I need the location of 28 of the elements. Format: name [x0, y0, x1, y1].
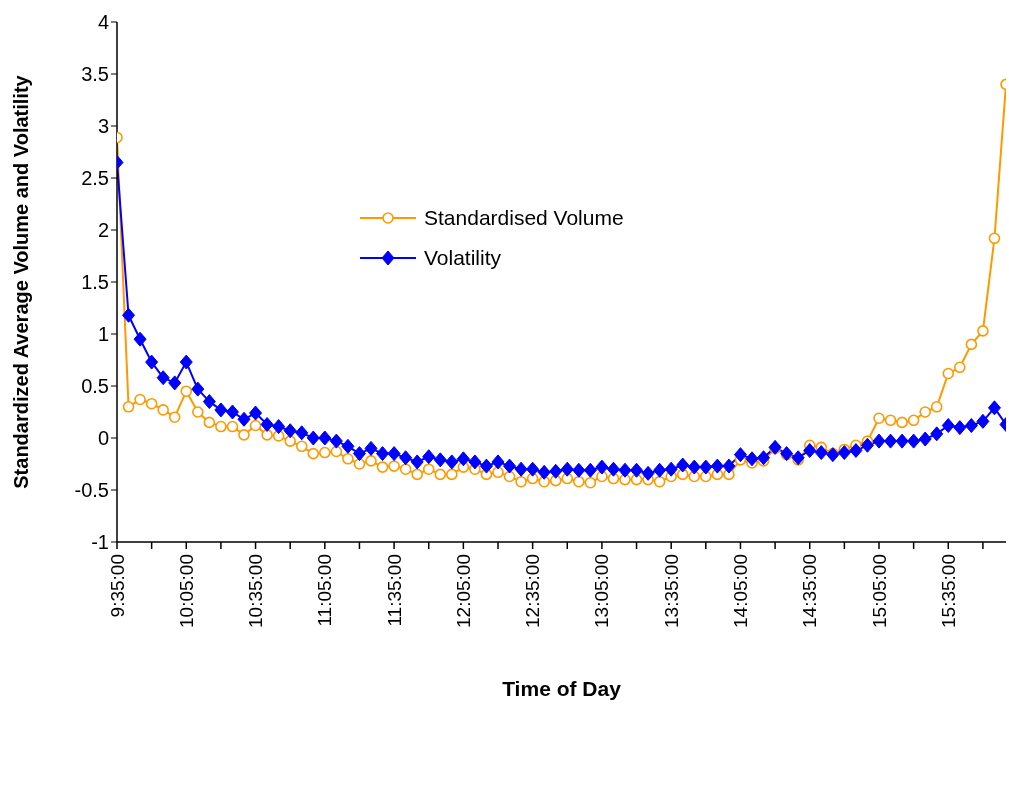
y-axis-title: Standardized Average Volume and Volatility	[10, 74, 33, 489]
legend-label: Standardised Volume	[424, 206, 624, 230]
x-tick-label: 14:35:00	[799, 554, 821, 628]
x-tick-label: 12:35:00	[522, 554, 544, 628]
legend-label: Volatility	[424, 246, 502, 270]
x-tick-label: 13:05:00	[591, 554, 613, 628]
x-tick-label: 9:35:00	[106, 554, 128, 618]
x-tick-label: 11:05:00	[314, 554, 336, 627]
y-tick-label: 3.5	[81, 63, 109, 86]
x-tick-label: 14:05:00	[729, 554, 751, 628]
y-tick-label: 3	[97, 115, 109, 138]
x-axis-title: Time of Day	[502, 677, 622, 700]
x-tick-label: 10:35:00	[245, 554, 267, 628]
y-tick-label: -0.5	[74, 479, 109, 502]
y-tick-label: 4	[97, 11, 109, 34]
x-tick-label: 10:05:00	[175, 554, 197, 628]
y-tick-label: 1	[97, 323, 109, 346]
y-tick-label: 0	[97, 427, 109, 450]
x-tick-label: 15:05:00	[868, 554, 890, 628]
x-tick-label: 13:35:00	[660, 554, 682, 628]
x-tick-label: 15:35:00	[937, 554, 959, 628]
x-tick-label: 11:35:00	[383, 554, 405, 627]
x-tick-label: 12:05:00	[452, 554, 474, 628]
y-tick-label: -1	[91, 531, 109, 554]
y-tick-label: 0.5	[81, 375, 109, 398]
y-tick-label: 1.5	[81, 271, 109, 294]
y-tick-label: 2.5	[81, 167, 109, 190]
y-tick-label: 2	[97, 219, 109, 242]
